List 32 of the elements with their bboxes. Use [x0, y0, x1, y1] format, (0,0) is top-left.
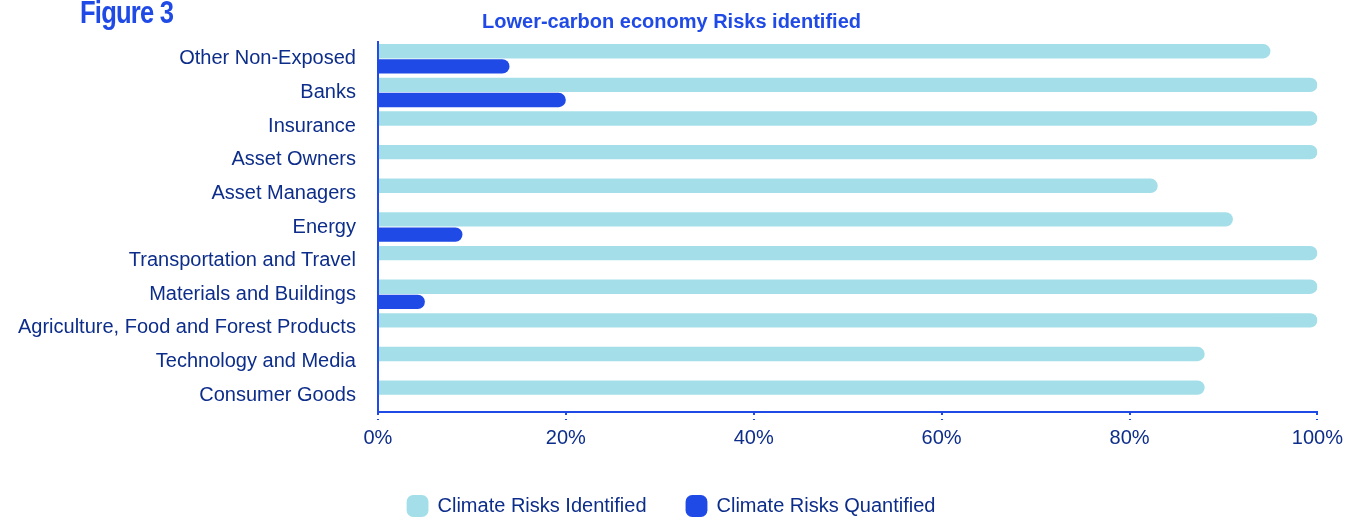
y-tick-label: Asset Owners — [231, 147, 356, 170]
x-tick-label: 40% — [733, 425, 774, 448]
bar — [378, 279, 1318, 294]
y-tick-label: Agriculture, Food and Forest Products — [17, 315, 356, 338]
legend-label: Climate Risks Identified — [437, 493, 647, 516]
x-tick-label: 60% — [921, 425, 962, 448]
bar — [378, 111, 1318, 126]
bar — [378, 346, 1205, 362]
y-tick-label: Materials and Buildings — [149, 281, 356, 304]
x-tick-label: 80% — [1109, 425, 1150, 448]
x-tick-label: 100% — [1291, 425, 1344, 448]
x-tick-label: 0% — [363, 425, 393, 448]
bar — [378, 380, 1205, 395]
chart-subtitle: Lower-carbon economy Risks identified — [482, 9, 861, 32]
bar — [378, 44, 1271, 59]
y-tick-label: Energy — [292, 214, 356, 237]
y-tick-label: Insurance — [268, 113, 356, 136]
legend-label: Climate Risks Quantified — [716, 493, 936, 516]
y-tick-label: Transportation and Travel — [128, 248, 356, 271]
chart-title: Figure 3 — [80, 0, 174, 31]
y-tick-label: Asset Managers — [211, 180, 356, 203]
y-tick-label: Technology and Media — [155, 349, 357, 372]
bar — [378, 178, 1158, 193]
bar — [378, 245, 1318, 261]
bar — [378, 144, 1318, 160]
bar — [378, 212, 1233, 227]
bar — [378, 313, 1318, 328]
y-tick-label: Banks — [300, 79, 356, 102]
x-tick-label: 20% — [545, 425, 587, 448]
y-tick-label: Other Non-Exposed — [179, 46, 356, 69]
y-tick-label: Consumer Goods — [199, 382, 356, 405]
bar — [378, 77, 1318, 93]
